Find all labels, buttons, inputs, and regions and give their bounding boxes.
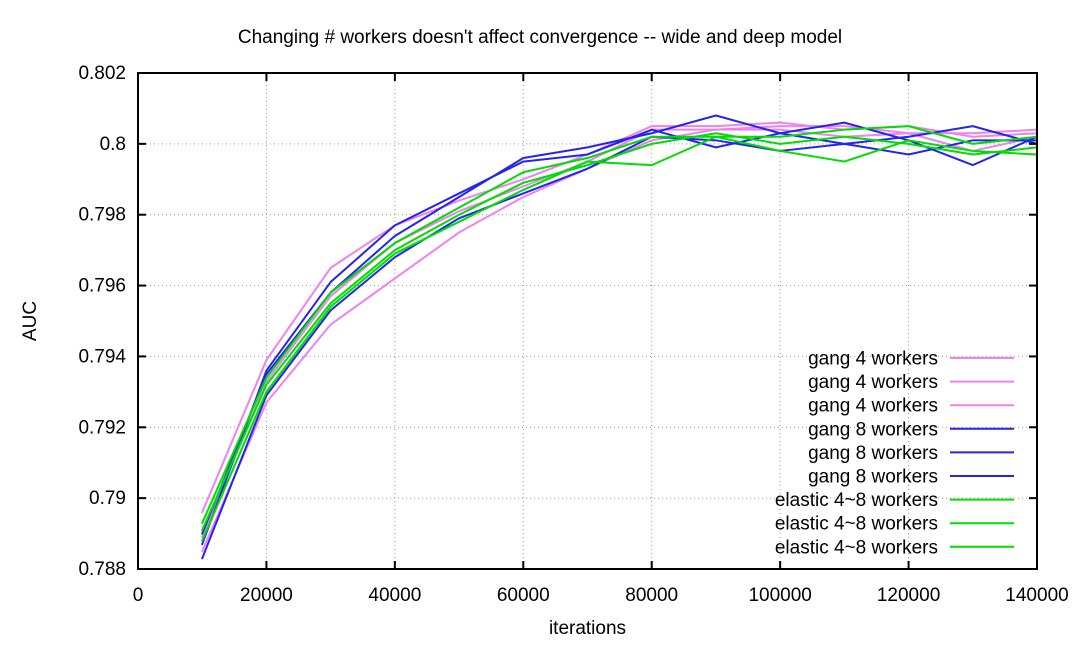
series-line	[201, 132, 1038, 532]
x-tick-label: 20000	[240, 585, 293, 606]
series-line	[201, 135, 1038, 542]
y-tick-label: 0.798	[78, 205, 126, 226]
legend-label: gang 8 workers	[808, 419, 938, 440]
x-tick-label: 100000	[748, 585, 811, 606]
y-tick-label: 0.788	[78, 559, 126, 580]
y-tick-label: 0.794	[78, 346, 126, 367]
legend-label: gang 4 workers	[808, 396, 938, 417]
y-tick-label: 0.792	[78, 417, 126, 438]
y-tick-label: 0.8	[100, 134, 126, 155]
x-tick-label: 40000	[368, 585, 421, 606]
x-tick-label: 0	[133, 585, 144, 606]
legend-label: gang 8 workers	[808, 443, 938, 464]
series-line	[201, 125, 1038, 539]
legend-label: elastic 4~8 workers	[775, 514, 938, 535]
legend-label: elastic 4~8 workers	[775, 490, 938, 511]
series-line	[201, 128, 1038, 553]
legend-label: gang 4 workers	[808, 349, 938, 370]
x-tick-label: 60000	[497, 585, 550, 606]
plot-border	[137, 72, 1038, 570]
x-tick-label: 140000	[1005, 585, 1068, 606]
series-line	[201, 135, 1038, 560]
legend-label: gang 4 workers	[808, 372, 938, 393]
y-tick-label: 0.796	[78, 276, 126, 297]
legend-label: gang 8 workers	[808, 467, 938, 488]
legend-label: elastic 4~8 workers	[775, 537, 938, 558]
chart-title: Changing # workers doesn't affect conver…	[237, 27, 843, 48]
series-line	[201, 125, 1038, 546]
x-tick-label: 80000	[625, 585, 678, 606]
y-tick-label: 0.802	[78, 63, 126, 84]
series-line	[201, 125, 1038, 524]
y-tick-label: 0.79	[89, 488, 126, 509]
x-tick-label: 120000	[877, 585, 940, 606]
x-axis-label: iterations	[548, 618, 627, 639]
